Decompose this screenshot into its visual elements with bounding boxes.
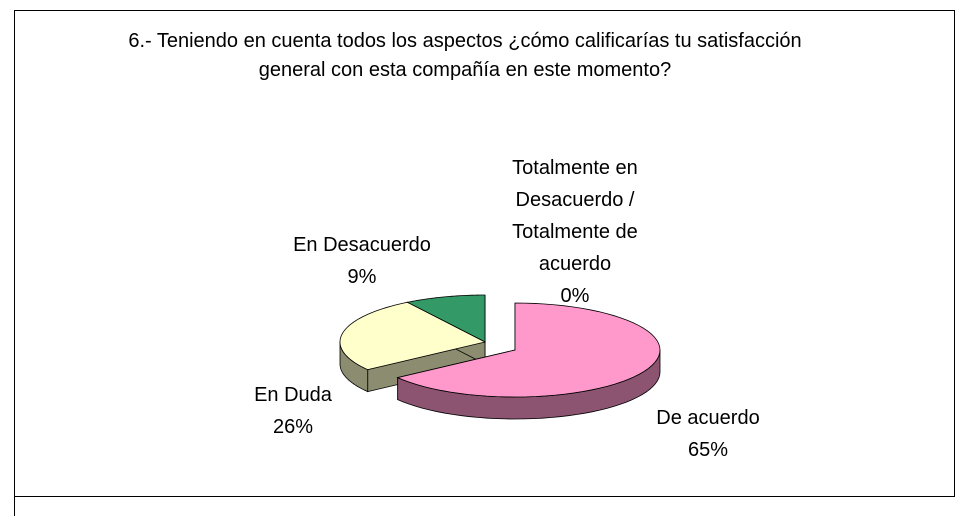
data-label: En Desacuerdo 9%: [262, 229, 462, 293]
value-label: 0%: [560, 285, 590, 307]
pie-slice: [339, 301, 487, 393]
category-label: De acuerdo: [656, 407, 760, 429]
value-label: 9%: [347, 266, 377, 288]
pie-slice: [396, 302, 661, 420]
data-label: Totalmente en Desacuerdo / Totalmente de…: [495, 152, 655, 312]
slice-top: [396, 302, 661, 398]
slice-top: [339, 301, 487, 371]
category-label: Totalmente en Desacuerdo / Totalmente de…: [512, 157, 638, 275]
value-label: 65%: [687, 439, 729, 461]
chart-title: 6.- Teniendo en cuenta todos los aspecto…: [128, 30, 802, 81]
slice-top: [406, 294, 486, 343]
data-label: De acuerdo 65%: [628, 402, 788, 466]
category-label: En Duda: [254, 384, 332, 406]
data-label: En Duda 26%: [223, 379, 363, 443]
chart-frame: [14, 10, 955, 497]
value-label: 26%: [272, 416, 314, 438]
category-label: En Desacuerdo: [293, 234, 431, 256]
